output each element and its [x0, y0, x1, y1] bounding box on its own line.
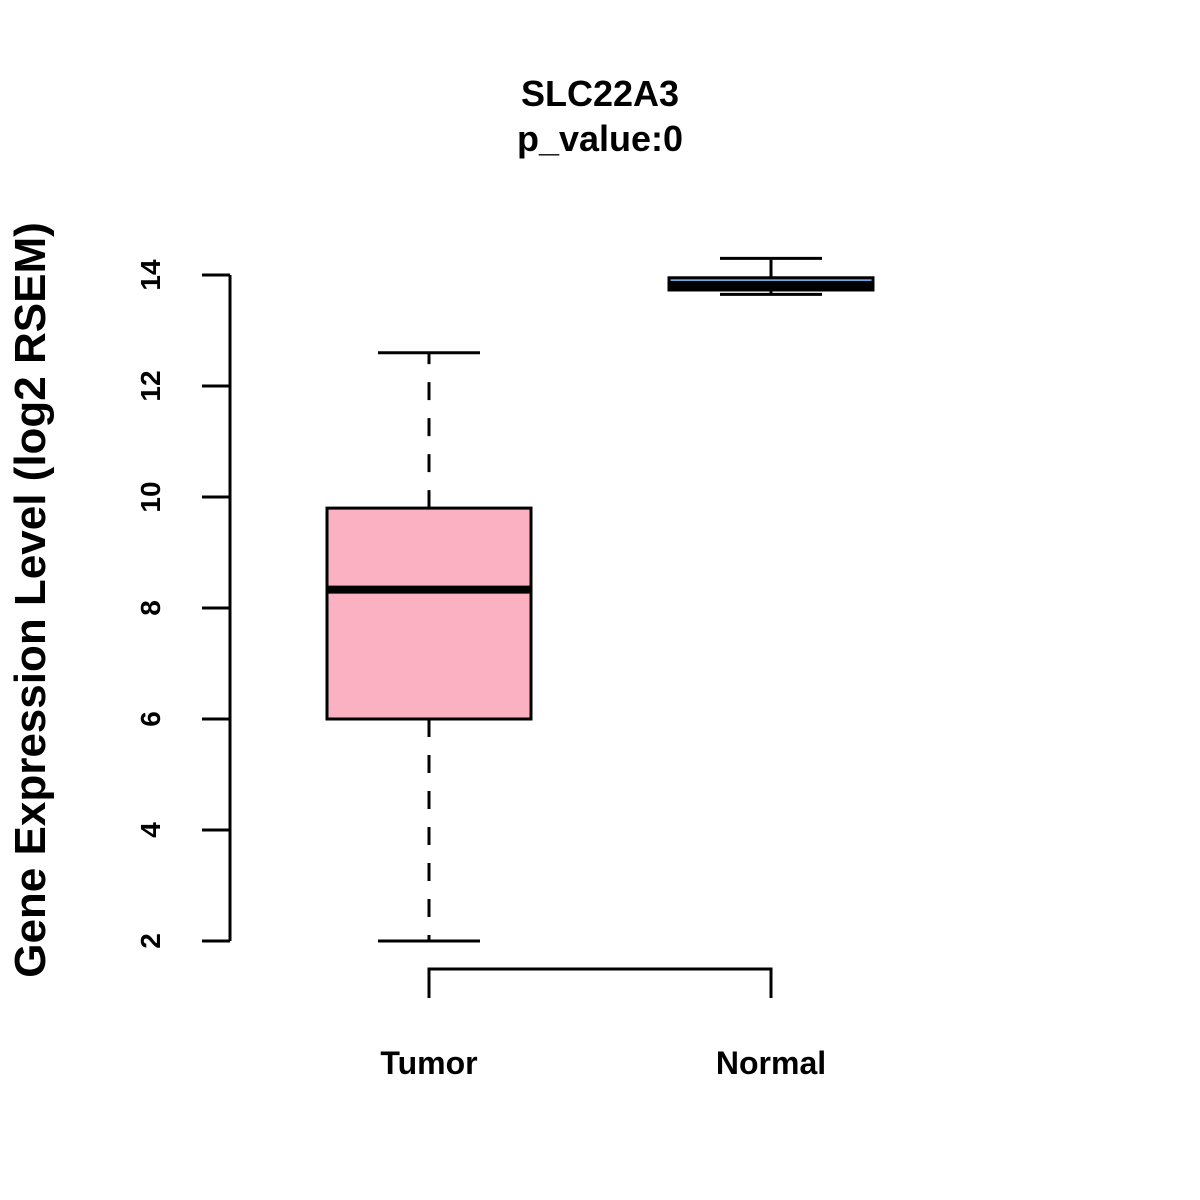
- x-label-tumor: Tumor: [380, 1045, 477, 1081]
- x-label-normal: Normal: [716, 1045, 826, 1081]
- bracket-line: [427, 967, 773, 998]
- iqr-box-tumor: [325, 506, 533, 721]
- y-tick-label-10: 10: [135, 481, 166, 512]
- box-normal: [667, 256, 875, 296]
- y-tick-label-14: 14: [135, 259, 166, 291]
- y-axis: 2 4 6 8 10 12 14: [135, 259, 232, 949]
- box-tumor: [325, 351, 533, 943]
- y-tick-label-8: 8: [135, 600, 166, 616]
- chart-subtitle: p_value:0: [517, 118, 683, 159]
- y-tick-label-4: 4: [135, 822, 166, 838]
- x-axis-labels: Tumor Normal: [380, 1045, 826, 1081]
- boxes: [325, 256, 875, 943]
- y-axis-label: Gene Expression Level (log2 RSEM): [6, 222, 55, 978]
- y-tick-label-2: 2: [135, 933, 166, 949]
- y-tick-label-12: 12: [135, 370, 166, 401]
- y-tick-label-6: 6: [135, 711, 166, 727]
- comparison-bracket: [427, 967, 773, 998]
- chart-title: SLC22A3: [521, 73, 679, 114]
